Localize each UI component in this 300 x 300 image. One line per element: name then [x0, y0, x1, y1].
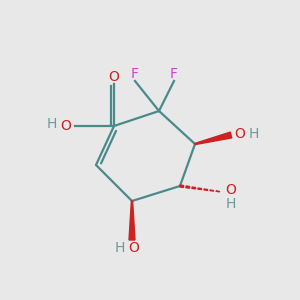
Polygon shape — [186, 186, 190, 188]
Text: H: H — [225, 197, 236, 211]
Polygon shape — [216, 191, 220, 192]
Polygon shape — [195, 132, 232, 145]
Polygon shape — [198, 188, 202, 190]
Polygon shape — [192, 187, 196, 189]
Polygon shape — [129, 201, 135, 240]
Polygon shape — [180, 185, 184, 188]
Text: F: F — [131, 68, 139, 81]
Text: F: F — [170, 68, 178, 81]
Text: O: O — [128, 242, 139, 255]
Text: O: O — [109, 70, 119, 84]
Text: O: O — [234, 127, 245, 140]
Text: H: H — [46, 118, 57, 131]
Text: O: O — [225, 184, 236, 197]
Text: O: O — [61, 119, 71, 133]
Polygon shape — [204, 189, 208, 190]
Polygon shape — [210, 190, 214, 191]
Text: H: H — [114, 242, 124, 255]
Text: H: H — [248, 127, 259, 140]
